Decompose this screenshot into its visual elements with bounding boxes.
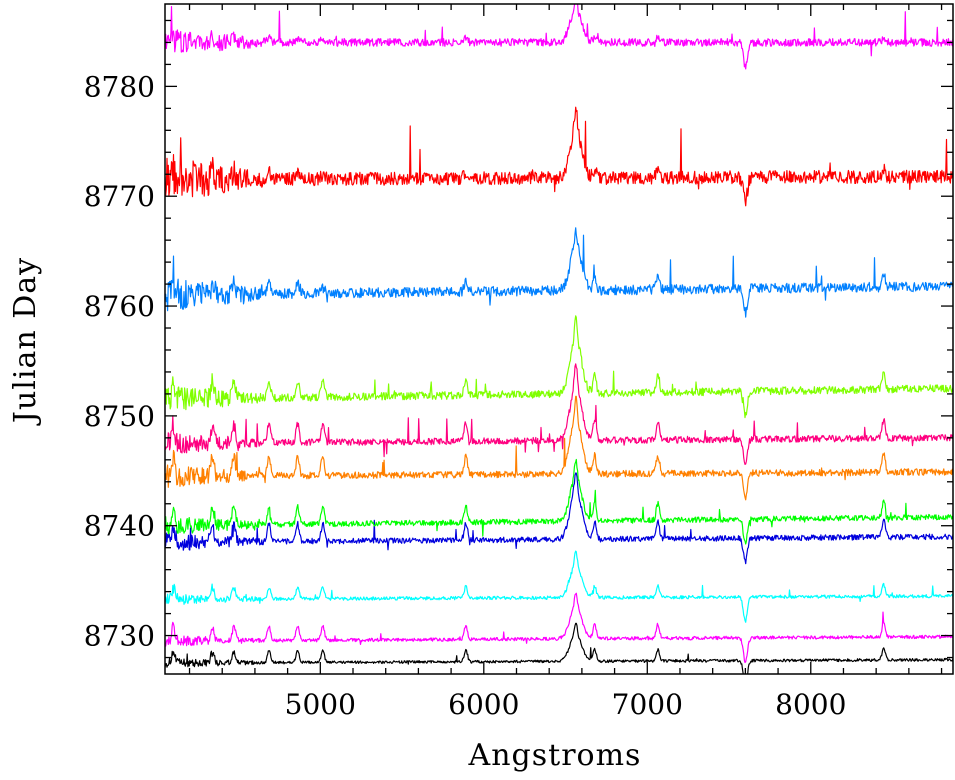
spectrum-line [165, 4, 953, 70]
plot-frame [164, 3, 954, 675]
y-tick-label: 8730 [84, 620, 155, 653]
spectrum-line [165, 458, 953, 545]
spectrum-line [165, 622, 953, 674]
ticks-group: 5000 6000 7000 8000 8730 8740 8750 8760 8770 8780 [84, 4, 953, 721]
y-tick-label: 8750 [84, 400, 155, 433]
spectrum-line [165, 315, 953, 419]
spectrum-line [165, 472, 953, 565]
spectrum-line [165, 550, 953, 623]
y-axis-label: Julian Day [8, 257, 43, 426]
spectrum-line [165, 592, 953, 664]
spectrum-line [165, 363, 953, 465]
spectrum-line [165, 106, 953, 207]
x-tick-label: 8000 [775, 688, 846, 721]
y-tick-label: 8740 [84, 510, 155, 543]
x-axis-label: Angstroms [468, 738, 642, 773]
spectrum-line [165, 395, 953, 501]
spectrum-line [165, 227, 953, 318]
x-tick-label: 6000 [448, 688, 519, 721]
y-tick-label: 8770 [84, 180, 155, 213]
y-tick-label: 8760 [84, 290, 155, 323]
x-tick-label: 7000 [612, 688, 683, 721]
series-group [165, 4, 953, 674]
x-tick-label: 5000 [285, 688, 356, 721]
y-tick-label: 8780 [84, 70, 155, 103]
